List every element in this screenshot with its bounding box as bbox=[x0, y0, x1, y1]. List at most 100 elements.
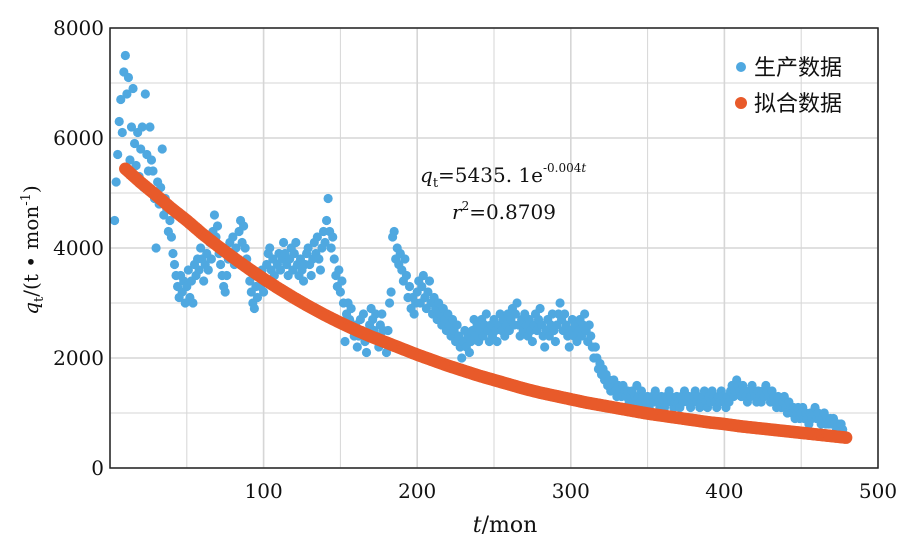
production-point bbox=[291, 237, 301, 248]
r-squared: r2=0.8709 bbox=[452, 199, 556, 224]
production-point bbox=[128, 83, 138, 94]
x-tick-label: 400 bbox=[705, 479, 743, 503]
production-point bbox=[239, 221, 249, 231]
production-point bbox=[298, 276, 309, 286]
production-point bbox=[165, 215, 175, 226]
production-point bbox=[389, 226, 399, 237]
production-point bbox=[334, 265, 344, 275]
production-point bbox=[377, 309, 387, 319]
y-tick-label: 6000 bbox=[53, 126, 104, 150]
production-point bbox=[314, 254, 324, 264]
production-point bbox=[452, 320, 462, 330]
production-point bbox=[249, 303, 259, 314]
production-point bbox=[212, 221, 223, 231]
production-point bbox=[151, 243, 161, 253]
production-point bbox=[252, 292, 263, 303]
production-point bbox=[418, 270, 428, 281]
production-point bbox=[303, 243, 313, 253]
production-point bbox=[126, 122, 137, 132]
production-point bbox=[188, 298, 198, 308]
x-axis-ticks: 100 200 300 400 500 bbox=[245, 479, 898, 503]
production-point bbox=[492, 336, 502, 347]
y-tick-label: 0 bbox=[91, 456, 104, 480]
production-point bbox=[265, 243, 275, 253]
production-point bbox=[123, 72, 134, 83]
production-point bbox=[148, 166, 158, 176]
production-point bbox=[584, 320, 594, 330]
production-point bbox=[555, 298, 565, 308]
production-point bbox=[457, 353, 467, 363]
production-point bbox=[275, 265, 286, 275]
production-point bbox=[129, 138, 140, 149]
production-point bbox=[120, 50, 130, 61]
production-point bbox=[199, 276, 209, 286]
x-tick-label: 200 bbox=[398, 479, 436, 503]
production-point bbox=[289, 248, 299, 259]
production-point bbox=[560, 309, 570, 319]
production-point bbox=[337, 276, 347, 286]
production-point bbox=[321, 215, 332, 226]
production-point bbox=[183, 265, 193, 275]
production-point bbox=[400, 254, 410, 264]
production-point bbox=[361, 347, 372, 358]
production-point bbox=[228, 232, 238, 242]
production-point bbox=[113, 149, 123, 160]
production-point bbox=[383, 325, 393, 336]
production-point bbox=[335, 287, 345, 297]
production-point bbox=[417, 281, 427, 292]
production-point bbox=[117, 127, 127, 138]
y-tick-label: 8000 bbox=[53, 16, 104, 40]
legend-label-production: 生产数据 bbox=[754, 56, 842, 81]
production-point bbox=[315, 265, 326, 275]
production-point bbox=[464, 347, 475, 358]
production-point bbox=[137, 122, 147, 132]
production-point bbox=[131, 160, 141, 171]
y-tick-label: 4000 bbox=[53, 236, 104, 260]
x-axis-label: t/mon bbox=[473, 513, 538, 538]
production-point bbox=[125, 155, 135, 165]
legend-marker-production bbox=[736, 62, 746, 72]
production-point bbox=[586, 331, 596, 341]
production-point bbox=[122, 89, 132, 99]
production-point bbox=[404, 281, 415, 292]
plot-frame bbox=[109, 27, 879, 469]
production-point bbox=[116, 94, 126, 105]
production-point bbox=[166, 232, 177, 242]
y-axis-label: qt/(t • mon-1) bbox=[19, 185, 47, 315]
legend-label-fit: 拟合数据 bbox=[754, 92, 842, 117]
production-point bbox=[145, 122, 155, 132]
production-point bbox=[358, 309, 369, 319]
production-point bbox=[259, 287, 269, 297]
production-point bbox=[540, 342, 550, 352]
production-point bbox=[352, 342, 362, 352]
x-tick-label: 100 bbox=[245, 479, 283, 503]
production-point bbox=[510, 309, 521, 319]
production-point bbox=[527, 336, 538, 347]
production-point bbox=[512, 298, 522, 308]
fit-equation: qt=5435. 1e-0.004t bbox=[420, 161, 586, 191]
production-point bbox=[110, 215, 120, 226]
production-point bbox=[580, 309, 590, 319]
production-point bbox=[535, 303, 545, 314]
production-point bbox=[222, 270, 232, 281]
fit-point bbox=[839, 431, 853, 444]
production-point bbox=[209, 210, 220, 220]
production-point bbox=[168, 248, 178, 259]
production-point bbox=[386, 287, 396, 297]
production-point bbox=[481, 309, 491, 319]
production-point bbox=[423, 287, 433, 297]
production-point bbox=[140, 89, 150, 99]
production-point bbox=[278, 237, 289, 248]
production-point bbox=[326, 243, 336, 253]
y-tick-label: 2000 bbox=[53, 346, 104, 370]
production-point bbox=[312, 232, 322, 242]
production-point bbox=[114, 116, 124, 127]
production-point bbox=[424, 276, 435, 286]
production-point bbox=[215, 259, 226, 270]
fit-data-series bbox=[119, 162, 853, 444]
x-tick-label: 500 bbox=[859, 479, 897, 503]
production-point bbox=[346, 303, 356, 314]
production-point bbox=[240, 243, 250, 253]
production-point bbox=[111, 177, 121, 187]
